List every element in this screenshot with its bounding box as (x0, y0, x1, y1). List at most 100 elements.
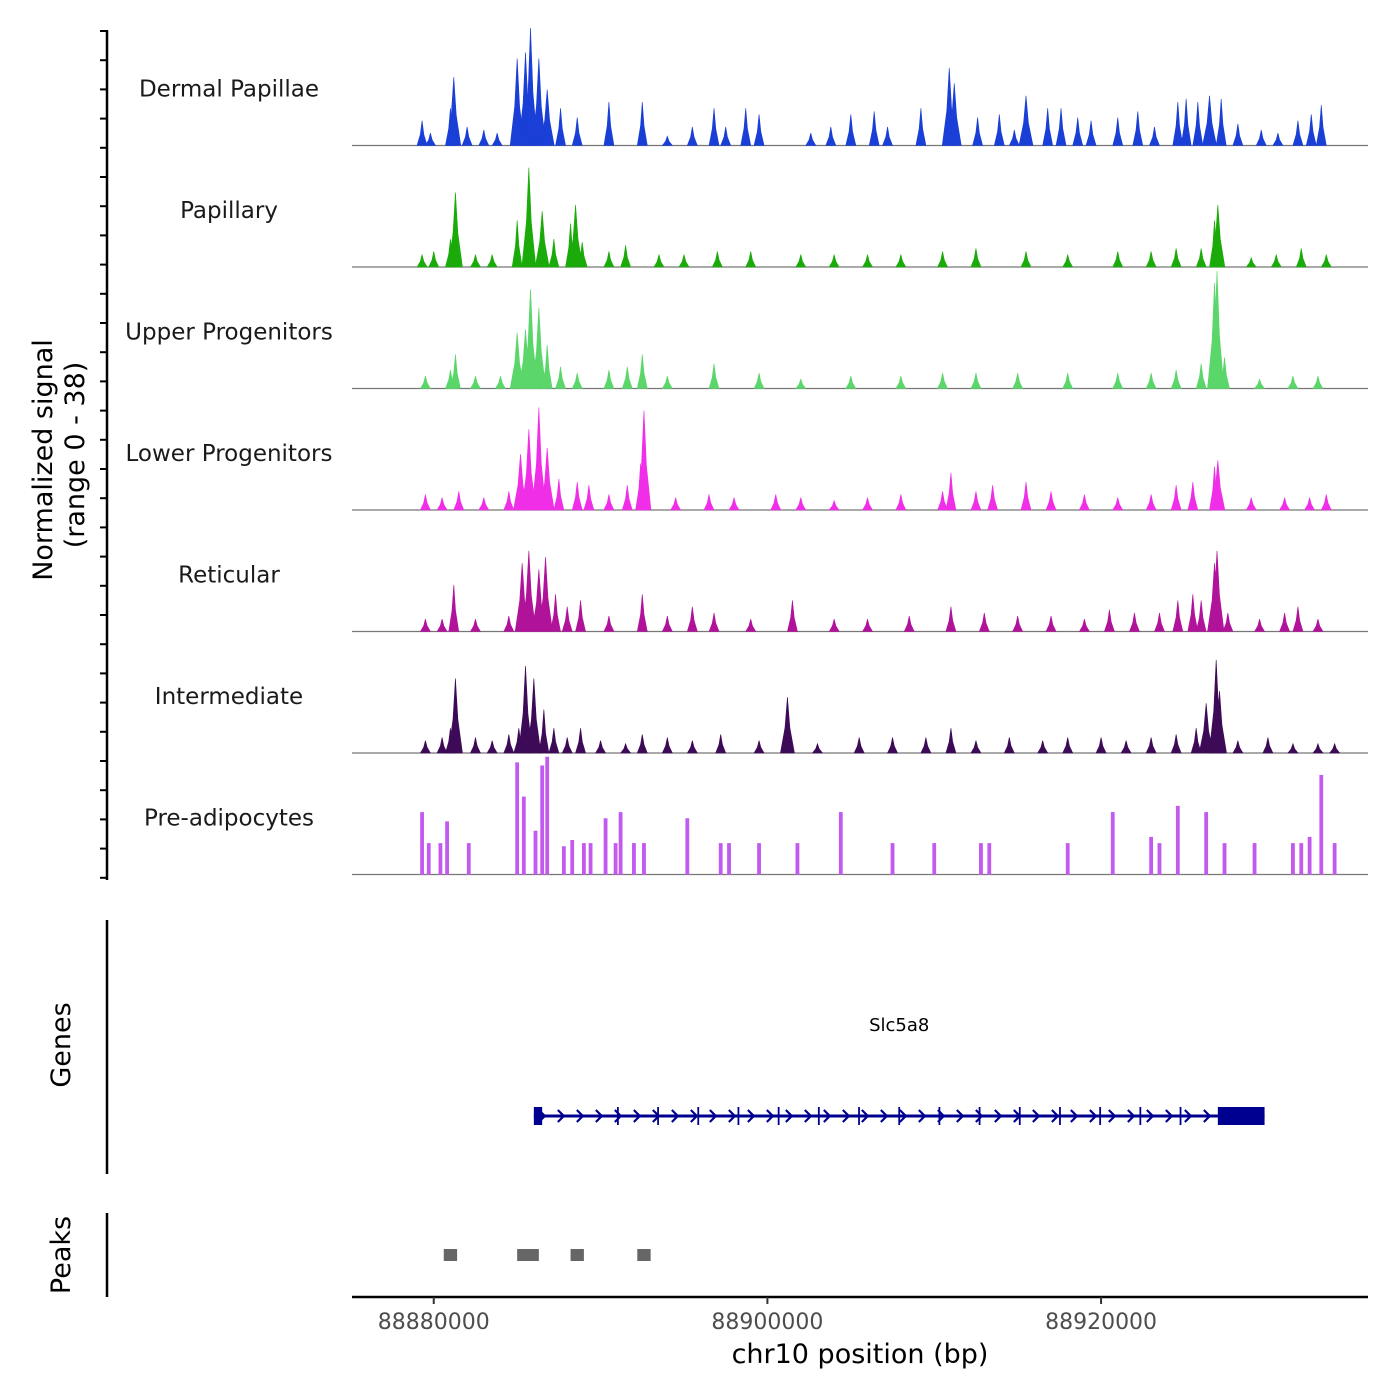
signal-peak (1209, 270, 1225, 389)
signal-peak (1219, 357, 1230, 389)
signal-peak (711, 251, 723, 268)
signal-peak (545, 756, 550, 875)
signal-peak (1172, 600, 1184, 632)
x-tick-label: 88880000 (378, 1310, 490, 1335)
signal-peak (478, 129, 490, 146)
signal-peak (1270, 254, 1282, 268)
strand-arrow (595, 1109, 604, 1123)
signal-peak (448, 192, 463, 268)
signal-peak (795, 254, 807, 268)
x-tick-label: 88920000 (1045, 1310, 1157, 1335)
signal-peak (1320, 494, 1332, 511)
signal-peak (937, 491, 949, 511)
peak-region (637, 1249, 651, 1261)
signal-peak (526, 678, 542, 754)
signal-peak (1252, 843, 1257, 875)
signal-peak (1195, 248, 1207, 268)
signal-peak (555, 366, 566, 389)
strand-arrow (1146, 1109, 1155, 1123)
x-tick-label: 88900000 (711, 1310, 823, 1335)
strand-arrow (861, 1109, 870, 1123)
signal-peak (1095, 737, 1107, 754)
strand-arrow (1127, 1109, 1136, 1123)
signal-peak (970, 372, 982, 389)
signal-peak (511, 220, 523, 268)
strand-arrow (557, 1109, 566, 1123)
signal-peak (745, 619, 757, 632)
signal-peak (1055, 108, 1067, 146)
signal-peak (636, 354, 648, 389)
signal-peak (661, 135, 673, 146)
signal-peak (661, 615, 673, 632)
signal-peak (828, 499, 840, 511)
peak-region (517, 1249, 539, 1261)
signal-peak (621, 485, 633, 511)
peak-region (443, 1249, 458, 1261)
signal-peak (503, 615, 515, 632)
signal-peak (1062, 737, 1074, 754)
signal-peak (1292, 120, 1304, 146)
track-label: Intermediate (155, 684, 303, 710)
signal-peak (708, 612, 720, 632)
signal-peak (419, 494, 431, 511)
signal-peak (1287, 376, 1299, 389)
signal-peak (588, 843, 593, 875)
signal-peak (1287, 742, 1299, 754)
signal-peak (642, 843, 646, 875)
signal-peak (636, 594, 648, 632)
signal-peak (613, 843, 618, 875)
strand-arrow (576, 1109, 585, 1123)
signal-peak (1312, 619, 1324, 632)
signal-peak (828, 619, 840, 632)
signal-peak (548, 239, 560, 268)
track-lower-progenitors: Lower Progenitors (126, 407, 1368, 511)
strand-arrow (785, 1109, 794, 1123)
signal-peak (540, 765, 545, 875)
signal-peak (946, 83, 962, 146)
signal-peak (436, 497, 448, 511)
signal-peak (1078, 494, 1090, 511)
signal-peak (494, 376, 507, 389)
signal-peak (1003, 737, 1015, 754)
signal-peak (1253, 378, 1266, 389)
signal-peak (845, 114, 857, 146)
signal-peak (618, 812, 623, 875)
signal-peak (1145, 372, 1157, 389)
signal-peak (1112, 117, 1124, 146)
signal-peak (1299, 843, 1304, 875)
signal-peak (553, 478, 565, 511)
signal-peak (575, 600, 586, 632)
signal-peak (895, 376, 907, 389)
signal-peak (469, 619, 481, 632)
signal-peak (661, 376, 673, 389)
signal-peak (1312, 742, 1324, 754)
strand-arrow (1089, 1109, 1098, 1123)
signal-peak (595, 740, 607, 754)
signal-peak (740, 108, 752, 146)
signal-peak (521, 167, 537, 268)
signal-peak (1110, 812, 1115, 875)
signal-peak (1175, 805, 1180, 875)
signal-peak (686, 126, 698, 146)
strand-arrow (1032, 1109, 1041, 1123)
signal-peak (436, 737, 448, 754)
signal-peak (561, 846, 566, 875)
signal-peak (685, 818, 690, 875)
signal-peak (1307, 836, 1312, 875)
signal-peak (538, 556, 553, 632)
signal-peak (1112, 251, 1124, 268)
signal-peak (970, 248, 982, 268)
signal-peak (1072, 117, 1084, 146)
signal-peak (619, 742, 632, 754)
signal-peak (945, 606, 957, 632)
signal-peak (661, 737, 673, 754)
signal-peak (920, 737, 932, 754)
signal-peak (1245, 497, 1257, 511)
signal-peak (521, 796, 526, 875)
signal-peak (861, 619, 874, 632)
genes-track: Slc5a8 (105, 920, 1265, 1174)
signal-peak (539, 447, 555, 511)
strand-arrow (842, 1109, 851, 1123)
signal-peak (868, 111, 880, 146)
